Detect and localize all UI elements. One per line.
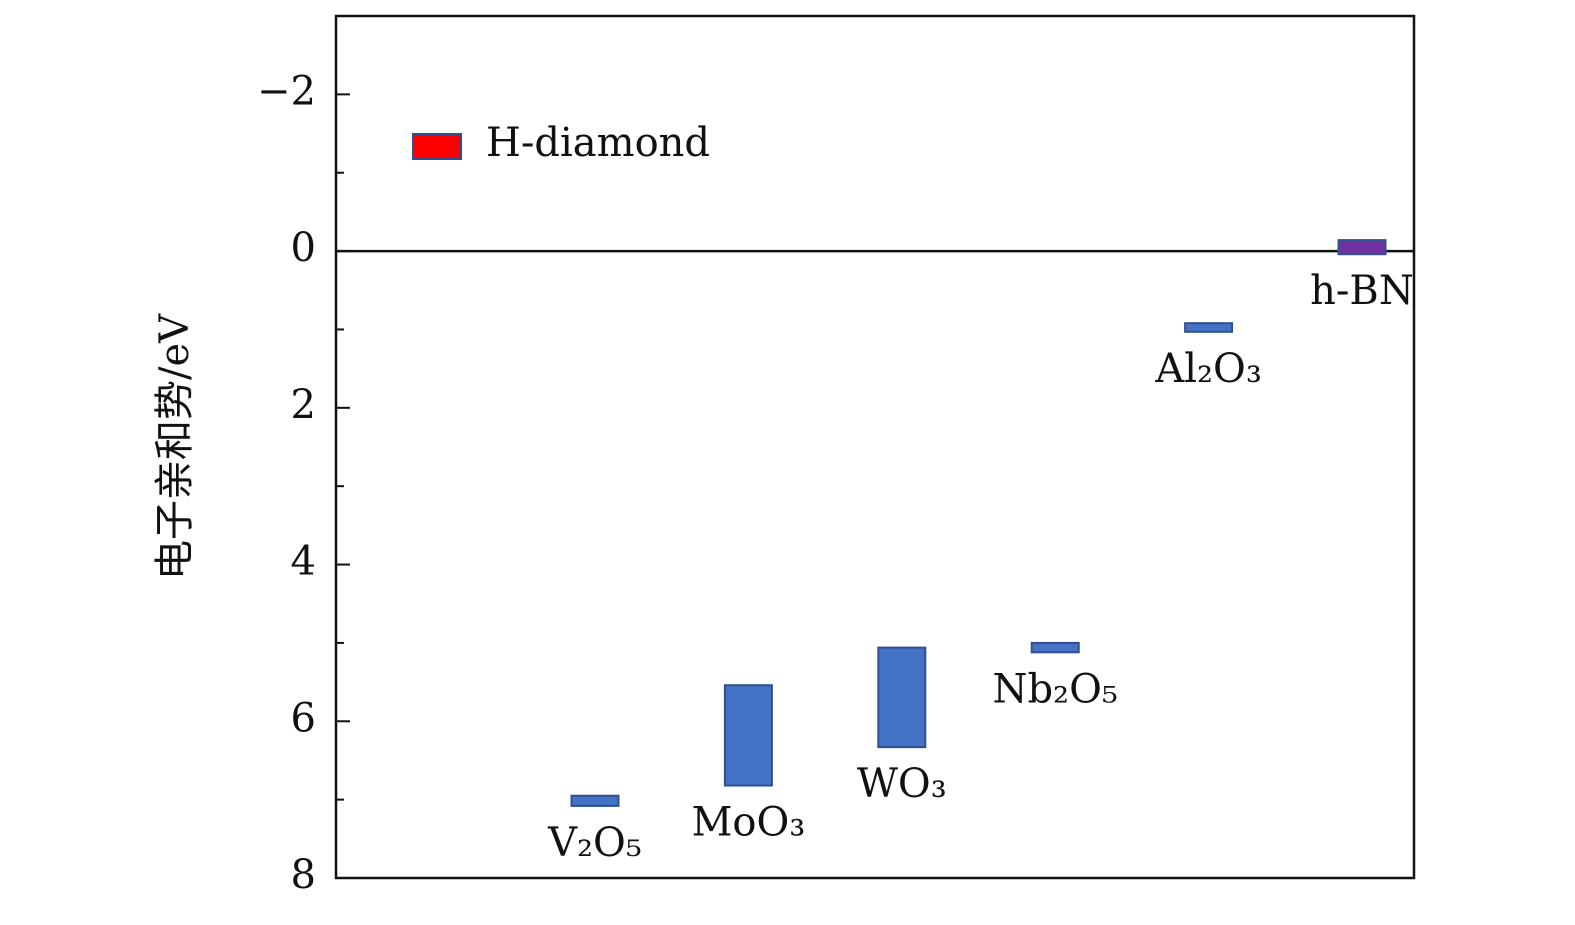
y-axis-label: 电子亲和势/eV — [152, 313, 198, 580]
y-tick-label: 8 — [291, 852, 316, 898]
bar — [1184, 322, 1234, 333]
legend-swatch — [412, 133, 462, 160]
bar — [570, 794, 620, 807]
bar-label: WO₃ — [857, 761, 947, 807]
bar — [723, 684, 773, 787]
bar-label: Nb₂O₅ — [992, 666, 1117, 712]
bar — [1337, 239, 1387, 256]
y-tick-label: −2 — [257, 68, 316, 114]
bar-label: Al₂O₃ — [1154, 346, 1262, 392]
bar-label: MoO₃ — [691, 800, 805, 846]
y-tick-label: 4 — [291, 539, 316, 585]
y-tick-label: 0 — [291, 225, 316, 271]
bar-label: V₂O₅ — [547, 820, 642, 866]
bar-label: h-BN — [1310, 268, 1414, 314]
plot-frame — [334, 14, 1416, 880]
bar — [877, 646, 927, 749]
bar — [1030, 641, 1080, 654]
y-tick-label: 6 — [291, 695, 316, 741]
y-tick-label: 2 — [291, 382, 316, 428]
legend-label: H-diamond — [486, 120, 710, 166]
